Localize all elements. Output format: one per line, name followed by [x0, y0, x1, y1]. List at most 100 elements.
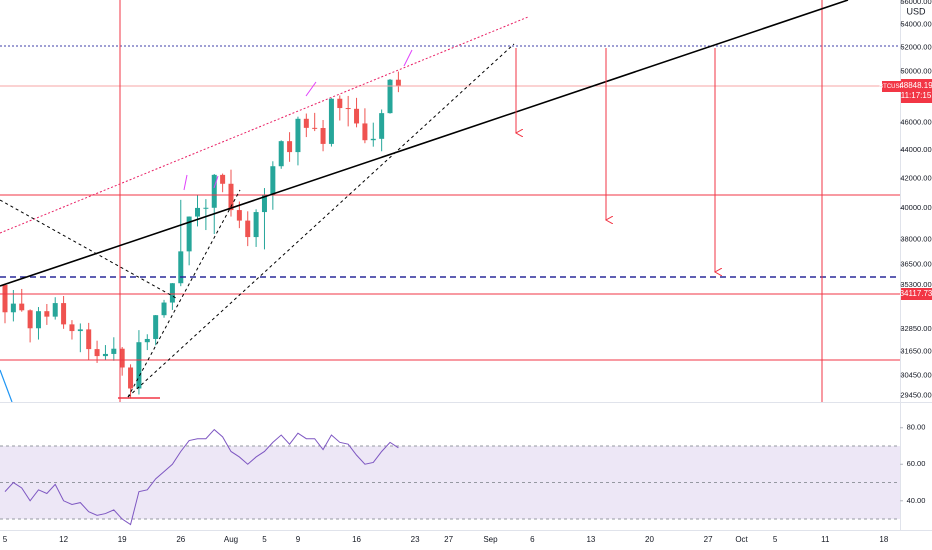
candle-body	[161, 302, 167, 316]
x-tick-label: 11	[821, 535, 830, 544]
x-tick-label: 5	[262, 535, 267, 544]
candle-body	[2, 284, 8, 313]
x-tick-label: Oct	[735, 535, 748, 544]
y-tick-label: 31650.00	[900, 347, 931, 356]
y-tick-label: 38000.00	[900, 235, 931, 244]
candle-body	[370, 138, 376, 141]
candle-body	[295, 118, 301, 153]
candle-body	[203, 207, 209, 209]
candle-body	[128, 367, 134, 389]
candle-body	[195, 207, 201, 217]
x-tick-label: Aug	[224, 535, 238, 544]
y-tick-label: 46000.00	[900, 118, 931, 127]
candle-body	[61, 303, 67, 325]
candle-body	[270, 166, 276, 195]
candle-body	[35, 311, 41, 329]
candle-body	[136, 342, 142, 389]
candle-body	[354, 108, 360, 124]
y-tick-label: 56000.00	[900, 0, 931, 6]
x-tick-label: Sep	[483, 535, 498, 544]
x-tick-label: 5	[773, 535, 778, 544]
symbol-label: BTCUSD	[879, 84, 904, 90]
candle-body	[253, 212, 259, 238]
candle-body	[345, 108, 351, 110]
candle-body	[44, 311, 50, 317]
y-tick-label: 40000.00	[900, 203, 931, 212]
last-price-box	[901, 79, 932, 103]
candle-body	[245, 220, 251, 238]
candle-body	[144, 338, 150, 343]
x-tick-label: 6	[530, 535, 535, 544]
marker-arrow	[183, 174, 188, 191]
y-tick-label: 35300.00	[900, 280, 931, 289]
candle-body	[178, 251, 184, 284]
x-tick-label: 19	[118, 535, 127, 544]
y-tick-label: 29450.00	[900, 391, 931, 400]
candle-body	[362, 123, 368, 141]
candle-body	[228, 183, 234, 211]
x-tick-label: 20	[645, 535, 654, 544]
drawings	[0, 0, 900, 403]
y-tick-label: 54000.00	[900, 19, 931, 28]
candle-body	[261, 194, 267, 213]
candle-body	[395, 79, 401, 86]
candle-body	[169, 283, 175, 303]
level-box	[901, 288, 932, 300]
symbol-box	[882, 81, 901, 92]
candle-body	[387, 79, 393, 114]
y-tick-label: 50000.00	[900, 67, 931, 76]
channel-line	[0, 16, 529, 234]
y-tick-label: 42000.00	[900, 173, 931, 182]
candle-body	[119, 348, 125, 368]
candle-body	[320, 127, 326, 144]
y-tick-label: 36500.00	[900, 259, 931, 268]
y-tick-label: 30450.00	[900, 370, 931, 379]
y-tick-label: 32850.00	[900, 324, 931, 333]
candle-body	[153, 315, 159, 339]
candle-body	[86, 329, 92, 350]
candle-body	[111, 348, 117, 354]
candle-body	[312, 127, 318, 129]
marker-arrow	[305, 81, 317, 97]
candle-body	[52, 303, 58, 317]
candle-body	[102, 353, 108, 357]
marker-arrow	[213, 175, 219, 189]
candle-body	[77, 329, 83, 332]
y-tick-label: 40.00	[907, 496, 926, 505]
candle-body	[10, 303, 16, 313]
y-tick-label: 44000.00	[900, 145, 931, 154]
y-tick-label: 80.00	[907, 423, 926, 432]
x-tick-label: 9	[296, 535, 301, 544]
x-tick-label: 18	[879, 535, 888, 544]
x-tick-label: 27	[444, 535, 453, 544]
x-tick-label: 5	[3, 535, 8, 544]
x-tick-label: 23	[411, 535, 420, 544]
candle-body	[236, 210, 242, 221]
x-tick-label: 26	[176, 535, 185, 544]
candle-body	[211, 174, 217, 208]
candle-body	[337, 98, 343, 109]
y-tick-label: 60.00	[907, 459, 926, 468]
x-tick-label: 13	[586, 535, 595, 544]
currency-label: USD	[906, 6, 926, 16]
level-label: 34117.73	[900, 289, 932, 298]
candle-body	[287, 141, 293, 153]
trend-line	[0, 0, 849, 287]
candle-body	[27, 310, 33, 329]
x-tick-label: 12	[59, 535, 68, 544]
rsi-line	[4, 428, 399, 526]
candle-body	[186, 216, 192, 252]
candle-body	[328, 98, 334, 144]
last-price: 48848.19	[899, 81, 932, 90]
candle-body	[19, 303, 25, 311]
marker-arrow	[403, 49, 413, 67]
candle-body	[278, 141, 284, 167]
trend-line	[0, 369, 13, 403]
y-tick-label: 52000.00	[900, 43, 931, 52]
candle-body	[94, 349, 100, 357]
x-tick-label: 27	[704, 535, 713, 544]
candle-body	[220, 174, 226, 184]
x-tick-label: 16	[352, 535, 361, 544]
candle-body	[69, 324, 75, 332]
